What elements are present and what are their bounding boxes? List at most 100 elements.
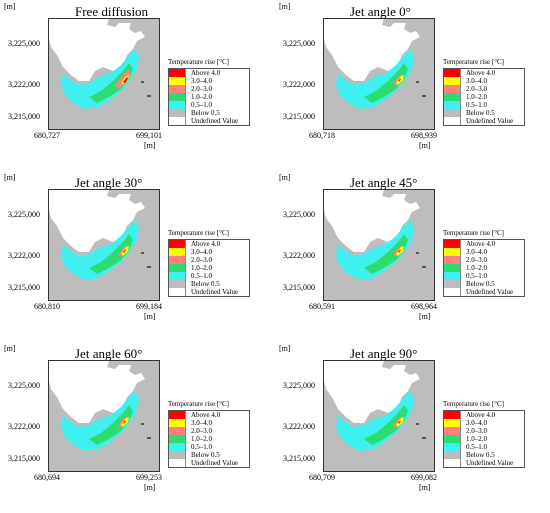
legend-swatch bbox=[444, 93, 461, 101]
legend-swatch bbox=[169, 69, 186, 77]
map-panel-4: [m] Jet angle 45° 3,225,000 3,222,000 3,… bbox=[275, 171, 550, 342]
legend-swatch bbox=[169, 427, 186, 435]
island-mark bbox=[416, 81, 419, 83]
x-unit-label: [m] bbox=[419, 141, 431, 150]
legend-swatch bbox=[169, 443, 186, 451]
legend-item: 3.0–4.0 bbox=[444, 419, 524, 427]
y-tick-label: 3,222,000 bbox=[8, 80, 40, 89]
x-tick-max: 699,101 bbox=[136, 131, 162, 140]
map-drawing bbox=[324, 190, 426, 280]
legend-swatch bbox=[444, 435, 461, 443]
y-tick-label: 3,215,000 bbox=[283, 283, 315, 292]
temperature-map bbox=[48, 18, 160, 130]
y-unit-label: [m] bbox=[279, 344, 291, 353]
plume-above-4.0 bbox=[398, 78, 401, 82]
x-tick-min: 680,591 bbox=[309, 302, 335, 311]
legend-title: Temperature rise [°C] bbox=[168, 58, 230, 66]
legend-swatch bbox=[444, 109, 461, 117]
plume-0.5-1.0 bbox=[61, 49, 139, 109]
legend-swatch bbox=[444, 419, 461, 427]
plume-1.0-2.0 bbox=[364, 234, 408, 274]
map-panel-6: [m] Jet angle 90° 3,225,000 3,222,000 3,… bbox=[275, 342, 550, 513]
legend-swatch bbox=[444, 459, 461, 467]
plume-above-4.0 bbox=[398, 420, 401, 424]
y-unit-label: [m] bbox=[4, 173, 16, 182]
y-tick-label: 3,215,000 bbox=[283, 454, 315, 463]
legend-item: Above 4.0 bbox=[169, 240, 249, 248]
legend-swatch bbox=[444, 77, 461, 85]
y-unit-label: [m] bbox=[279, 173, 291, 182]
legend-item: 2.0–3.0 bbox=[444, 85, 524, 93]
legend-item: Undefined Value bbox=[169, 288, 249, 296]
legend-label: 1.0–2.0 bbox=[191, 93, 212, 101]
island-mark bbox=[422, 437, 426, 439]
legend-item: 2.0–3.0 bbox=[444, 427, 524, 435]
y-tick-label: 3,215,000 bbox=[283, 112, 315, 121]
y-tick-label: 3,225,000 bbox=[8, 210, 40, 219]
legend-label: Below 0.5 bbox=[191, 451, 220, 459]
plume-1.0-2.0 bbox=[89, 63, 133, 103]
x-unit-label: [m] bbox=[419, 483, 431, 492]
legend-label: Below 0.5 bbox=[191, 109, 220, 117]
legend-swatch bbox=[444, 443, 461, 451]
legend-label: Below 0.5 bbox=[466, 280, 495, 288]
plume-1.0-2.0 bbox=[364, 405, 408, 445]
plume-0.5-1.0 bbox=[336, 49, 414, 109]
legend-swatch bbox=[444, 85, 461, 93]
legend-label: Below 0.5 bbox=[191, 280, 220, 288]
legend-item: 0.5–1.0 bbox=[444, 101, 524, 109]
legend-item: 3.0–4.0 bbox=[169, 248, 249, 256]
legend-item: 2.0–3.0 bbox=[169, 85, 249, 93]
plume-above-4.0 bbox=[123, 77, 128, 83]
legend-swatch bbox=[444, 411, 461, 419]
map-panel-3: [m] Jet angle 30° 3,225,000 3,222,000 3,… bbox=[0, 171, 275, 342]
y-tick-label: 3,225,000 bbox=[8, 39, 40, 48]
map-panel-5: [m] Jet angle 60° 3,225,000 3,222,000 3,… bbox=[0, 342, 275, 513]
legend-label: 2.0–3.0 bbox=[466, 85, 487, 93]
y-unit-label: [m] bbox=[279, 2, 291, 11]
legend-item: Undefined Value bbox=[444, 117, 524, 125]
legend-item: Below 0.5 bbox=[444, 451, 524, 459]
legend-label: 3.0–4.0 bbox=[466, 77, 487, 85]
legend-title: Temperature rise [°C] bbox=[443, 400, 505, 408]
temperature-map bbox=[323, 360, 435, 472]
legend-item: Undefined Value bbox=[444, 459, 524, 467]
legend-box: Above 4.0 3.0–4.0 2.0–3.0 1.0–2.0 0.5–1.0 Bel… bbox=[168, 410, 250, 468]
legend-swatch bbox=[169, 240, 186, 248]
temperature-map bbox=[323, 18, 435, 130]
legend-swatch bbox=[169, 256, 186, 264]
legend-label: 0.5–1.0 bbox=[191, 443, 212, 451]
island-mark bbox=[422, 266, 426, 268]
legend-item: Below 0.5 bbox=[169, 109, 249, 117]
island-mark bbox=[147, 266, 151, 268]
y-tick-label: 3,225,000 bbox=[283, 210, 315, 219]
legend-box: Above 4.0 3.0–4.0 2.0–3.0 1.0–2.0 0.5–1.0 Bel… bbox=[168, 68, 250, 126]
legend: Temperature rise [°C] Above 4.0 3.0–4.0 2.… bbox=[168, 58, 250, 126]
map-drawing bbox=[324, 19, 426, 109]
legend-label: Above 4.0 bbox=[191, 69, 221, 77]
legend-swatch bbox=[444, 451, 461, 459]
legend: Temperature rise [°C] Above 4.0 3.0–4.0 2.… bbox=[443, 400, 525, 468]
legend-swatch bbox=[444, 117, 461, 125]
legend-item: 0.5–1.0 bbox=[444, 443, 524, 451]
y-tick-label: 3,222,000 bbox=[283, 422, 315, 431]
legend-box: Above 4.0 3.0–4.0 2.0–3.0 1.0–2.0 0.5–1.0 Bel… bbox=[168, 239, 250, 297]
legend-item: Below 0.5 bbox=[169, 280, 249, 288]
legend-label: 2.0–3.0 bbox=[191, 427, 212, 435]
legend-label: Above 4.0 bbox=[466, 240, 496, 248]
legend-item: 1.0–2.0 bbox=[169, 93, 249, 101]
panel-title: Jet angle 30° bbox=[75, 175, 143, 190]
x-tick-min: 680,718 bbox=[309, 131, 335, 140]
legend-item: 3.0–4.0 bbox=[169, 77, 249, 85]
legend-label: 3.0–4.0 bbox=[191, 419, 212, 427]
plume-0.5-1.0 bbox=[61, 220, 139, 280]
island-mark bbox=[416, 423, 419, 425]
legend-item: 1.0–2.0 bbox=[169, 435, 249, 443]
plume-above-4.0 bbox=[398, 249, 401, 253]
legend-label: Above 4.0 bbox=[466, 411, 496, 419]
legend-swatch bbox=[444, 256, 461, 264]
legend-title: Temperature rise [°C] bbox=[168, 229, 230, 237]
legend-label: Undefined Value bbox=[191, 459, 239, 467]
legend-label: 1.0–2.0 bbox=[191, 264, 212, 272]
legend-swatch bbox=[169, 419, 186, 427]
